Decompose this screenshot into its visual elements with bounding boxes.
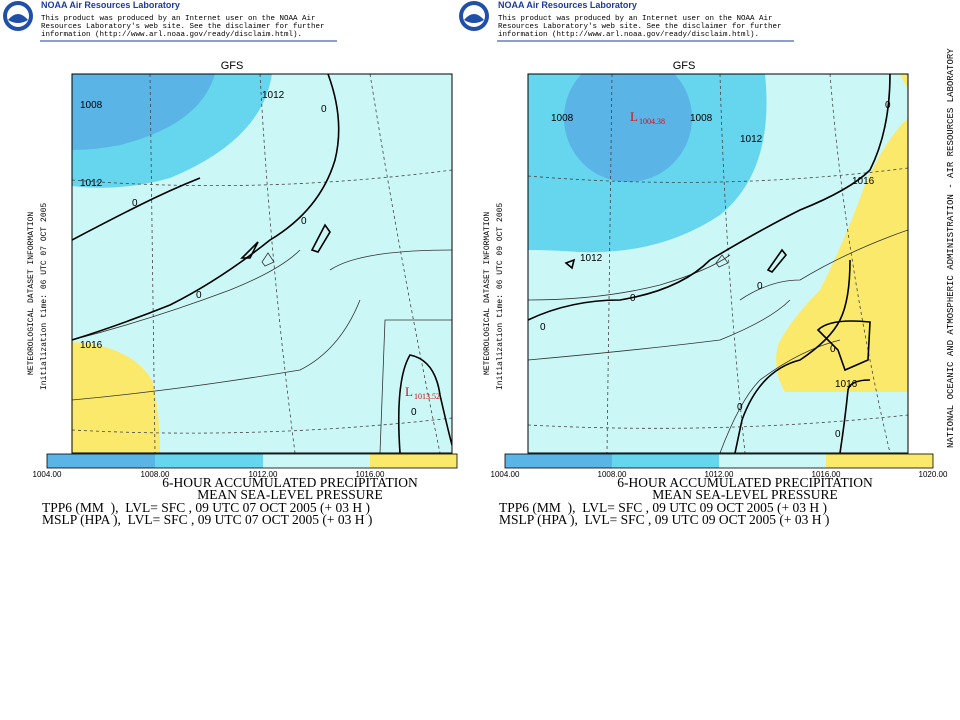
colorbar <box>504 453 934 469</box>
contour-label: 0 <box>540 322 546 333</box>
colorbar-label: 1008.00 <box>598 470 627 479</box>
colorbar-label: 1012.00 <box>249 470 278 479</box>
colorbar-segment <box>263 454 370 468</box>
colorbar-segment <box>612 454 719 468</box>
low-symbol: L <box>630 109 638 124</box>
pressure-band <box>72 342 160 453</box>
pressure-band <box>900 74 908 90</box>
colorbar-segment <box>370 454 457 468</box>
disclaimer-line: information (http://www.arl.noaa.gov/rea… <box>498 31 759 39</box>
colorbar-label: 1004.00 <box>491 470 520 479</box>
contour-label: 1008 <box>551 113 574 124</box>
colorbar-segment <box>826 454 933 468</box>
side-label: METEOROLOGICAL DATASET INFORMATION <box>483 212 492 375</box>
contour-label: 1012 <box>580 253 603 264</box>
contour-label: 1012 <box>80 178 103 189</box>
disclaimer-line: information (http://www.arl.noaa.gov/rea… <box>41 31 302 39</box>
panel: NOAA Air Resources Laboratory This produ… <box>3 0 458 527</box>
colorbar-label: 1016.00 <box>356 470 385 479</box>
colorbar-segment <box>47 454 155 468</box>
map <box>72 74 452 453</box>
contour-label: 0 <box>132 198 138 209</box>
map-title: GFS <box>221 60 244 72</box>
colorbar-label: 1008.00 <box>141 470 170 479</box>
side-label: METEOROLOGICAL DATASET INFORMATION <box>27 212 36 375</box>
map-frame <box>71 73 453 454</box>
init-time: Initialization time: 06 UTC 09 OCT 2005 <box>496 203 505 390</box>
contour-label: 0 <box>835 429 841 440</box>
contour-line <box>816 320 871 372</box>
caption-line: MSLP (HPA ), LVL= SFC , 09 UTC 09 OCT 20… <box>499 512 829 527</box>
coastline <box>528 229 908 453</box>
contour-label: 0 <box>411 407 417 418</box>
station-marker <box>715 254 729 268</box>
map-title: GFS <box>673 60 696 72</box>
colorbar <box>46 453 458 469</box>
init-time: Initialization time: 06 UTC 07 OCT 2005 <box>40 203 49 390</box>
contour-label: 0 <box>830 344 836 355</box>
colorbar-segment <box>505 454 612 468</box>
contour-line <box>734 259 851 453</box>
contour-label: 0 <box>321 104 327 115</box>
coastline <box>72 249 452 453</box>
disclaimer-line: Resources Laboratory's web site. See the… <box>41 23 325 31</box>
disclaimer-line: Resources Laboratory's web site. See the… <box>498 23 782 31</box>
caption-line: TPP6 (MM ), LVL= SFC , 09 UTC 07 OCT 200… <box>42 500 370 515</box>
logo-part <box>464 14 484 23</box>
contour-line <box>72 74 340 341</box>
contour-label: 1016 <box>852 176 875 187</box>
contour-label: 0 <box>630 293 636 304</box>
contour-label: 0 <box>757 281 763 292</box>
colorbar-segment <box>719 454 826 468</box>
colorbar-segment <box>155 454 263 468</box>
panel: NOAA Air Resources Laboratory This produ… <box>459 0 948 527</box>
noaa-logo <box>3 1 33 31</box>
contour-label: 0 <box>196 290 202 301</box>
header-title: NOAA Air Resources Laboratory <box>41 0 180 10</box>
contour-label: 1008 <box>80 100 103 111</box>
caption-line: MEAN SEA-LEVEL PRESSURE <box>197 487 383 502</box>
contour-line <box>240 223 331 259</box>
pressure-band <box>564 74 692 182</box>
caption-line: TPP6 (MM ), LVL= SFC , 09 UTC 09 OCT 200… <box>499 500 827 515</box>
pressure-band <box>776 118 908 392</box>
noaa-logo <box>459 1 489 31</box>
caption-line: MEAN SEA-LEVEL PRESSURE <box>652 487 838 502</box>
colorbar-frame <box>46 453 458 469</box>
colorbar-label: 1012.00 <box>705 470 734 479</box>
colorbar-label: 1004.00 <box>33 470 62 479</box>
disclaimer-line: This product was produced by an Internet… <box>41 15 316 23</box>
header-title: NOAA Air Resources Laboratory <box>498 0 637 10</box>
caption-line: 6-HOUR ACCUMULATED PRECIPITATION <box>162 475 418 490</box>
station-marker <box>261 252 275 267</box>
pressure-band <box>72 74 215 150</box>
contour-label: 0 <box>301 216 307 227</box>
colorbar-frame <box>504 453 934 469</box>
low-symbol: L <box>405 384 413 399</box>
contour-line <box>839 379 871 453</box>
low-value: 1013.52 <box>414 392 440 401</box>
contour-label: 0 <box>885 100 891 111</box>
contour-line <box>397 354 452 453</box>
caption-line: 6-HOUR ACCUMULATED PRECIPITATION <box>617 475 873 490</box>
contour-label: 1012 <box>262 90 285 101</box>
contour-label: 1016 <box>835 379 858 390</box>
contour-label: 1008 <box>690 113 713 124</box>
disclaimer-line: This product was produced by an Internet… <box>498 15 773 23</box>
contour-line <box>528 74 891 321</box>
contour-label: 1012 <box>740 134 763 145</box>
map <box>528 74 908 453</box>
contour-label: 1016 <box>80 340 103 351</box>
colorbar-label: 1016.00 <box>812 470 841 479</box>
contour-line <box>72 177 201 241</box>
colorbar-label: 1020.00 <box>919 470 948 479</box>
contour-label: 0 <box>737 402 743 413</box>
caption-line: MSLP (HPA ), LVL= SFC , 09 UTC 07 OCT 20… <box>42 512 372 527</box>
page-credit: NATIONAL OCEANIC AND ATMOSPHERIC ADMINIS… <box>946 48 956 448</box>
logo-part <box>8 14 28 23</box>
map-frame <box>527 73 909 454</box>
low-value: 1004.38 <box>639 117 665 126</box>
contour-line <box>564 248 788 274</box>
